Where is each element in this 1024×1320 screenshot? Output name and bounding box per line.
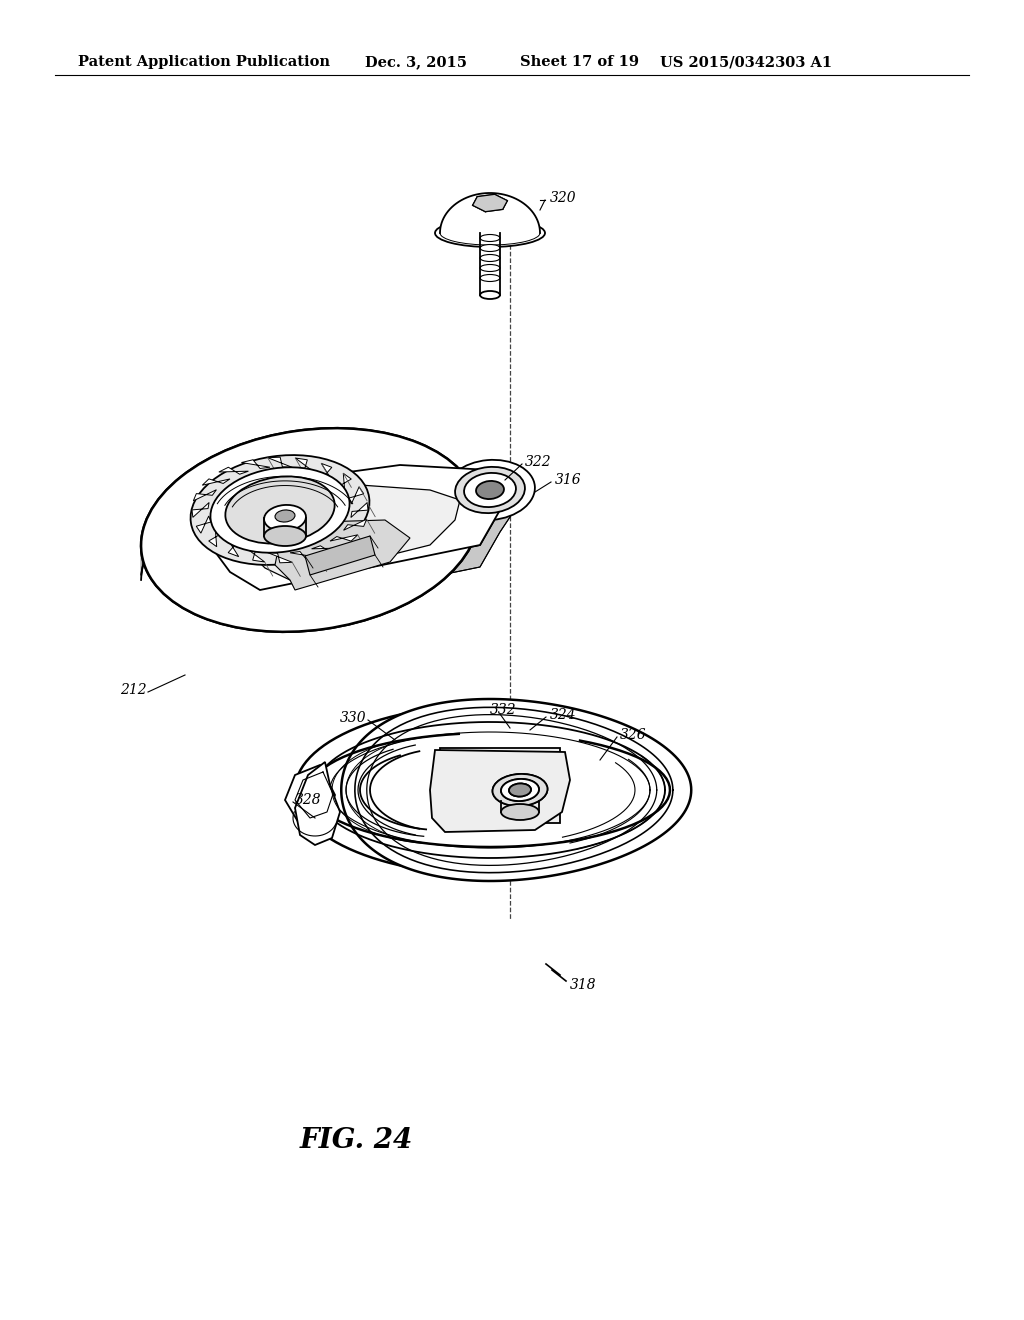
Polygon shape <box>430 750 570 832</box>
Ellipse shape <box>493 774 548 807</box>
Polygon shape <box>210 465 520 590</box>
Polygon shape <box>351 503 368 517</box>
Polygon shape <box>440 747 560 822</box>
Polygon shape <box>242 459 270 469</box>
Polygon shape <box>228 540 239 557</box>
Text: 324: 324 <box>550 708 577 722</box>
Polygon shape <box>330 535 357 541</box>
Ellipse shape <box>455 467 525 513</box>
Text: 322: 322 <box>525 455 552 469</box>
Ellipse shape <box>445 459 535 520</box>
Polygon shape <box>473 194 507 211</box>
Ellipse shape <box>141 428 479 632</box>
Ellipse shape <box>501 779 539 801</box>
Ellipse shape <box>480 235 500 242</box>
Polygon shape <box>305 536 375 576</box>
Ellipse shape <box>440 220 540 246</box>
Polygon shape <box>203 479 230 486</box>
Polygon shape <box>295 705 685 875</box>
Polygon shape <box>290 552 318 560</box>
Text: 212: 212 <box>120 682 146 697</box>
Ellipse shape <box>480 264 500 272</box>
Text: 318: 318 <box>570 978 597 993</box>
Text: 328: 328 <box>295 793 322 807</box>
Ellipse shape <box>480 290 500 300</box>
Polygon shape <box>210 465 520 612</box>
Polygon shape <box>340 474 351 491</box>
Polygon shape <box>197 516 211 533</box>
Polygon shape <box>285 766 335 825</box>
Polygon shape <box>209 529 220 546</box>
Polygon shape <box>141 428 476 579</box>
Ellipse shape <box>464 473 516 507</box>
Ellipse shape <box>190 455 370 565</box>
Polygon shape <box>295 458 313 471</box>
Text: 326: 326 <box>620 729 646 742</box>
Ellipse shape <box>501 804 539 820</box>
Ellipse shape <box>435 219 545 247</box>
Text: Dec. 3, 2015: Dec. 3, 2015 <box>365 55 467 69</box>
Text: Patent Application Publication: Patent Application Publication <box>78 55 330 69</box>
Polygon shape <box>210 465 520 590</box>
Ellipse shape <box>141 428 479 632</box>
Polygon shape <box>194 490 216 500</box>
Ellipse shape <box>275 510 295 521</box>
Ellipse shape <box>225 477 335 544</box>
Polygon shape <box>245 484 460 579</box>
Ellipse shape <box>509 784 531 796</box>
Text: FIG. 24: FIG. 24 <box>300 1126 414 1154</box>
Ellipse shape <box>480 275 500 281</box>
Text: 316: 316 <box>555 473 582 487</box>
Ellipse shape <box>264 506 306 531</box>
Ellipse shape <box>480 255 500 261</box>
Text: 320: 320 <box>550 191 577 205</box>
Polygon shape <box>322 463 332 480</box>
Polygon shape <box>219 467 249 474</box>
Ellipse shape <box>501 779 539 801</box>
Text: US 2015/0342303 A1: US 2015/0342303 A1 <box>660 55 833 69</box>
Ellipse shape <box>509 784 531 796</box>
Polygon shape <box>311 545 341 553</box>
Ellipse shape <box>211 467 349 553</box>
Polygon shape <box>193 503 209 517</box>
Text: Sheet 17 of 19: Sheet 17 of 19 <box>520 55 639 69</box>
Polygon shape <box>341 700 691 880</box>
Polygon shape <box>295 762 340 845</box>
Polygon shape <box>275 520 410 590</box>
Ellipse shape <box>480 244 500 252</box>
Ellipse shape <box>264 525 306 546</box>
Polygon shape <box>344 519 367 531</box>
Polygon shape <box>246 548 265 562</box>
Ellipse shape <box>493 774 548 807</box>
Polygon shape <box>267 457 293 467</box>
Polygon shape <box>267 553 292 562</box>
Text: 330: 330 <box>340 711 367 725</box>
Ellipse shape <box>476 480 504 499</box>
Polygon shape <box>141 428 475 574</box>
Text: 332: 332 <box>490 704 517 717</box>
Polygon shape <box>349 487 364 504</box>
